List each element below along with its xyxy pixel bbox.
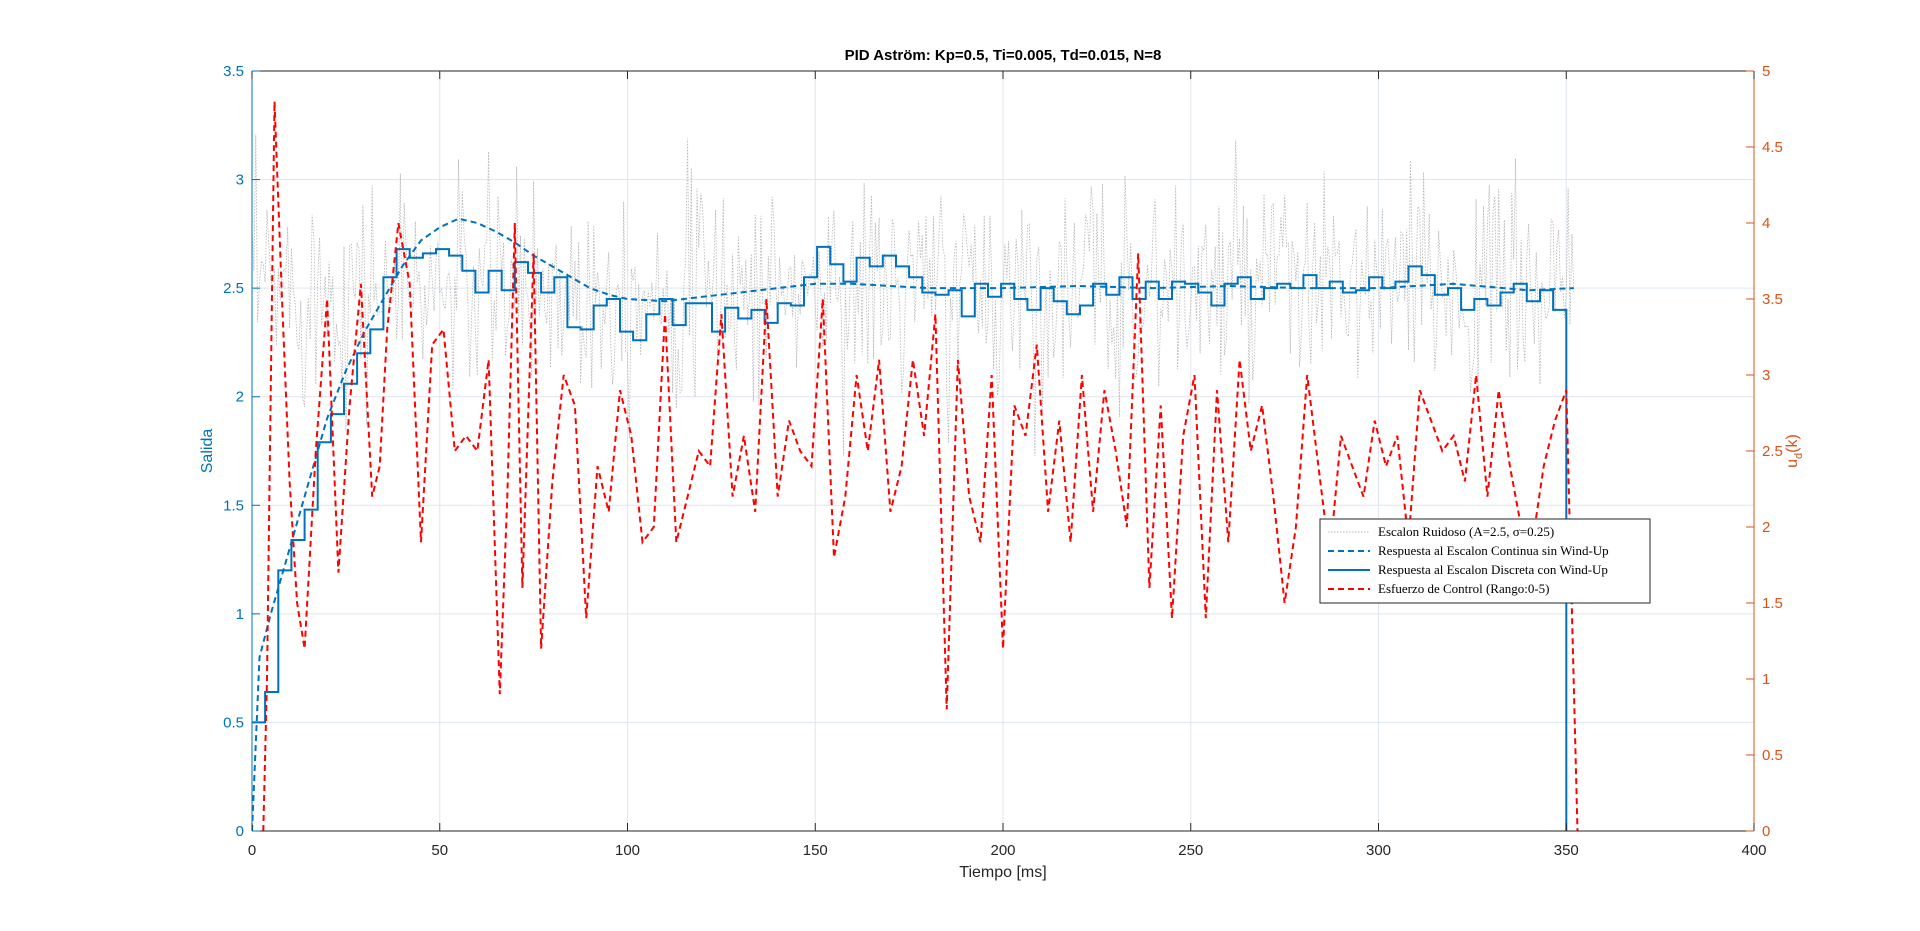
discrete-response-stairs [252, 245, 1568, 831]
x-tick-label: 150 [803, 842, 828, 859]
y-axis-label-right-sub: d [1793, 453, 1805, 459]
control-effort-line [262, 101, 1579, 831]
series-layer [252, 101, 1579, 831]
legend: Escalon Ruidoso (A=2.5, σ=0.25) Respuesta… [1319, 518, 1651, 604]
x-tick-label: 50 [431, 842, 448, 859]
y-tick-label-right: 2.5 [1762, 443, 1783, 460]
y-tick-label-right: 1 [1762, 671, 1770, 688]
y-tick-label-right: 0.5 [1762, 747, 1783, 764]
y-tick-label-right: 0 [1762, 823, 1770, 840]
y-tick-label-right: 4.5 [1762, 139, 1783, 156]
legend-entry-label: Respuesta al Escalon Discreta con Wind-U… [1378, 562, 1608, 577]
x-axis-label: Tiempo [ms] [959, 864, 1046, 881]
y-tick-label-left: 1.5 [223, 497, 244, 514]
x-tick-label: 100 [615, 842, 640, 859]
y-tick-label-right: 3.5 [1762, 291, 1783, 308]
y-axis-label-right-base: u [1784, 459, 1801, 468]
legend-entry-label: Esfuerzo de Control (Rango:0-5) [1378, 581, 1549, 596]
noisy-step-series [252, 134, 1575, 457]
y-axis-label-left: Salida [199, 429, 216, 474]
y-tick-label-right: 5 [1762, 63, 1770, 80]
y-axis-label-right: ud(k) [1784, 434, 1805, 468]
legend-box [1319, 518, 1651, 604]
legend-entry-label: Escalon Ruidoso (A=2.5, σ=0.25) [1378, 524, 1554, 539]
y-tick-label-right: 1.5 [1762, 595, 1783, 612]
y-tick-label-left: 3.5 [223, 63, 244, 80]
y-tick-label-left: 2 [236, 389, 244, 406]
y-tick-label-right: 3 [1762, 367, 1770, 384]
axes: 0 50 100 150 200 250 300 350 40000.511.522.533.5… [223, 63, 1783, 859]
x-tick-label: 300 [1366, 842, 1391, 859]
noisy-step-line [252, 134, 1575, 457]
legend-entry-label: Respuesta al Escalon Continua sin Wind-U… [1378, 543, 1609, 558]
x-tick-label: 400 [1741, 842, 1766, 859]
y-tick-label-left: 3 [236, 172, 244, 189]
y-tick-label-right: 2 [1762, 519, 1770, 536]
y-tick-label-right: 4 [1762, 215, 1770, 232]
x-tick-label: 200 [990, 842, 1015, 859]
y-axis-label-right-suffix: (k) [1784, 434, 1801, 453]
y-tick-label-left: 0.5 [223, 714, 244, 731]
x-tick-label: 0 [248, 842, 256, 859]
x-tick-label: 350 [1554, 842, 1579, 859]
y-tick-label-left: 1 [236, 606, 244, 623]
chart-title: PID Aström: Kp=0.5, Ti=0.005, Td=0.015, … [845, 47, 1162, 64]
y-tick-label-left: 0 [236, 823, 244, 840]
x-tick-label: 250 [1178, 842, 1203, 859]
y-tick-label-left: 2.5 [223, 280, 244, 297]
